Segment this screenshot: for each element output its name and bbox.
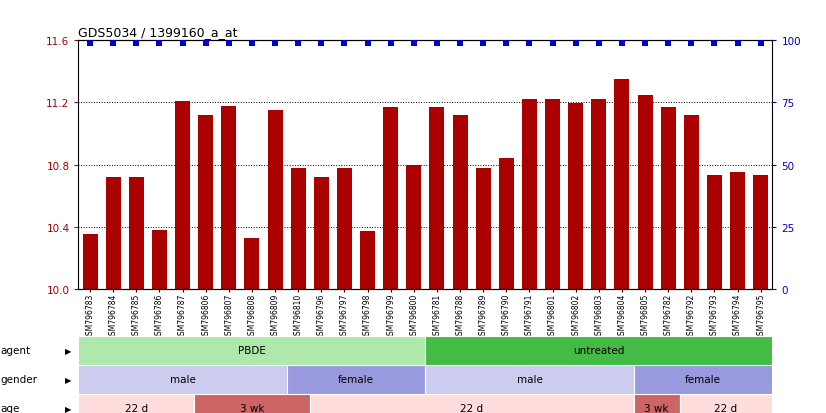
Bar	[83, 235, 97, 289]
Bar	[310, 394, 634, 413]
Bar	[730, 173, 745, 289]
Point	[153, 40, 166, 47]
Point	[245, 40, 259, 47]
Bar	[638, 95, 653, 289]
Point	[569, 40, 582, 47]
Bar	[268, 111, 282, 289]
Bar	[430, 108, 444, 289]
Point	[754, 40, 767, 47]
Point	[107, 40, 120, 47]
Bar	[106, 178, 121, 289]
Bar	[360, 232, 375, 289]
Point	[176, 40, 189, 47]
Point	[685, 40, 698, 47]
Text: 3 wk: 3 wk	[644, 404, 669, 413]
Text: GDS5034 / 1399160_a_at: GDS5034 / 1399160_a_at	[78, 26, 238, 39]
Bar	[175, 102, 190, 289]
Bar	[129, 178, 144, 289]
Point	[384, 40, 397, 47]
Bar	[194, 394, 310, 413]
Point	[338, 40, 351, 47]
Text: ▶: ▶	[65, 375, 72, 384]
Bar	[221, 106, 236, 289]
Bar	[453, 116, 468, 289]
Point	[83, 40, 97, 47]
Text: male: male	[169, 375, 196, 385]
Point	[615, 40, 629, 47]
Bar	[244, 238, 259, 289]
Bar	[499, 159, 514, 289]
Text: ▶: ▶	[65, 346, 72, 355]
Point	[361, 40, 374, 47]
Point	[407, 40, 420, 47]
Bar	[684, 116, 699, 289]
Point	[731, 40, 744, 47]
Bar	[522, 100, 537, 289]
Bar	[661, 108, 676, 289]
Bar	[383, 108, 398, 289]
Bar	[78, 394, 194, 413]
Bar	[591, 100, 606, 289]
Point	[430, 40, 444, 47]
Text: gender: gender	[1, 375, 38, 385]
Point	[500, 40, 513, 47]
Bar	[707, 176, 722, 289]
Bar	[568, 103, 583, 289]
Bar	[425, 366, 634, 394]
Bar	[634, 366, 772, 394]
Point	[662, 40, 675, 47]
Text: 3 wk: 3 wk	[240, 404, 264, 413]
Bar	[680, 394, 772, 413]
Point	[708, 40, 721, 47]
Bar	[78, 366, 287, 394]
Text: male: male	[516, 375, 543, 385]
Text: untreated: untreated	[573, 346, 624, 356]
Bar	[753, 176, 768, 289]
Point	[546, 40, 559, 47]
Text: female: female	[685, 375, 721, 385]
Bar	[291, 169, 306, 289]
Text: PBDE: PBDE	[238, 346, 266, 356]
Point	[523, 40, 536, 47]
Bar	[615, 80, 629, 289]
Point	[222, 40, 235, 47]
Text: 22 d: 22 d	[714, 404, 738, 413]
Bar	[337, 169, 352, 289]
Bar	[425, 337, 772, 365]
Text: female: female	[338, 375, 374, 385]
Bar	[545, 100, 560, 289]
Bar	[198, 116, 213, 289]
Bar	[634, 394, 680, 413]
Point	[477, 40, 490, 47]
Point	[130, 40, 143, 47]
Text: age: age	[1, 404, 20, 413]
Point	[199, 40, 212, 47]
Text: agent: agent	[1, 346, 31, 356]
Bar	[78, 337, 425, 365]
Bar	[476, 169, 491, 289]
Text: 22 d: 22 d	[125, 404, 148, 413]
Text: 22 d: 22 d	[460, 404, 483, 413]
Bar	[406, 165, 421, 289]
Point	[453, 40, 467, 47]
Bar	[287, 366, 425, 394]
Point	[315, 40, 328, 47]
Bar	[152, 230, 167, 289]
Text: ▶: ▶	[65, 404, 72, 413]
Point	[268, 40, 282, 47]
Point	[638, 40, 652, 47]
Point	[292, 40, 305, 47]
Bar	[314, 178, 329, 289]
Point	[592, 40, 605, 47]
